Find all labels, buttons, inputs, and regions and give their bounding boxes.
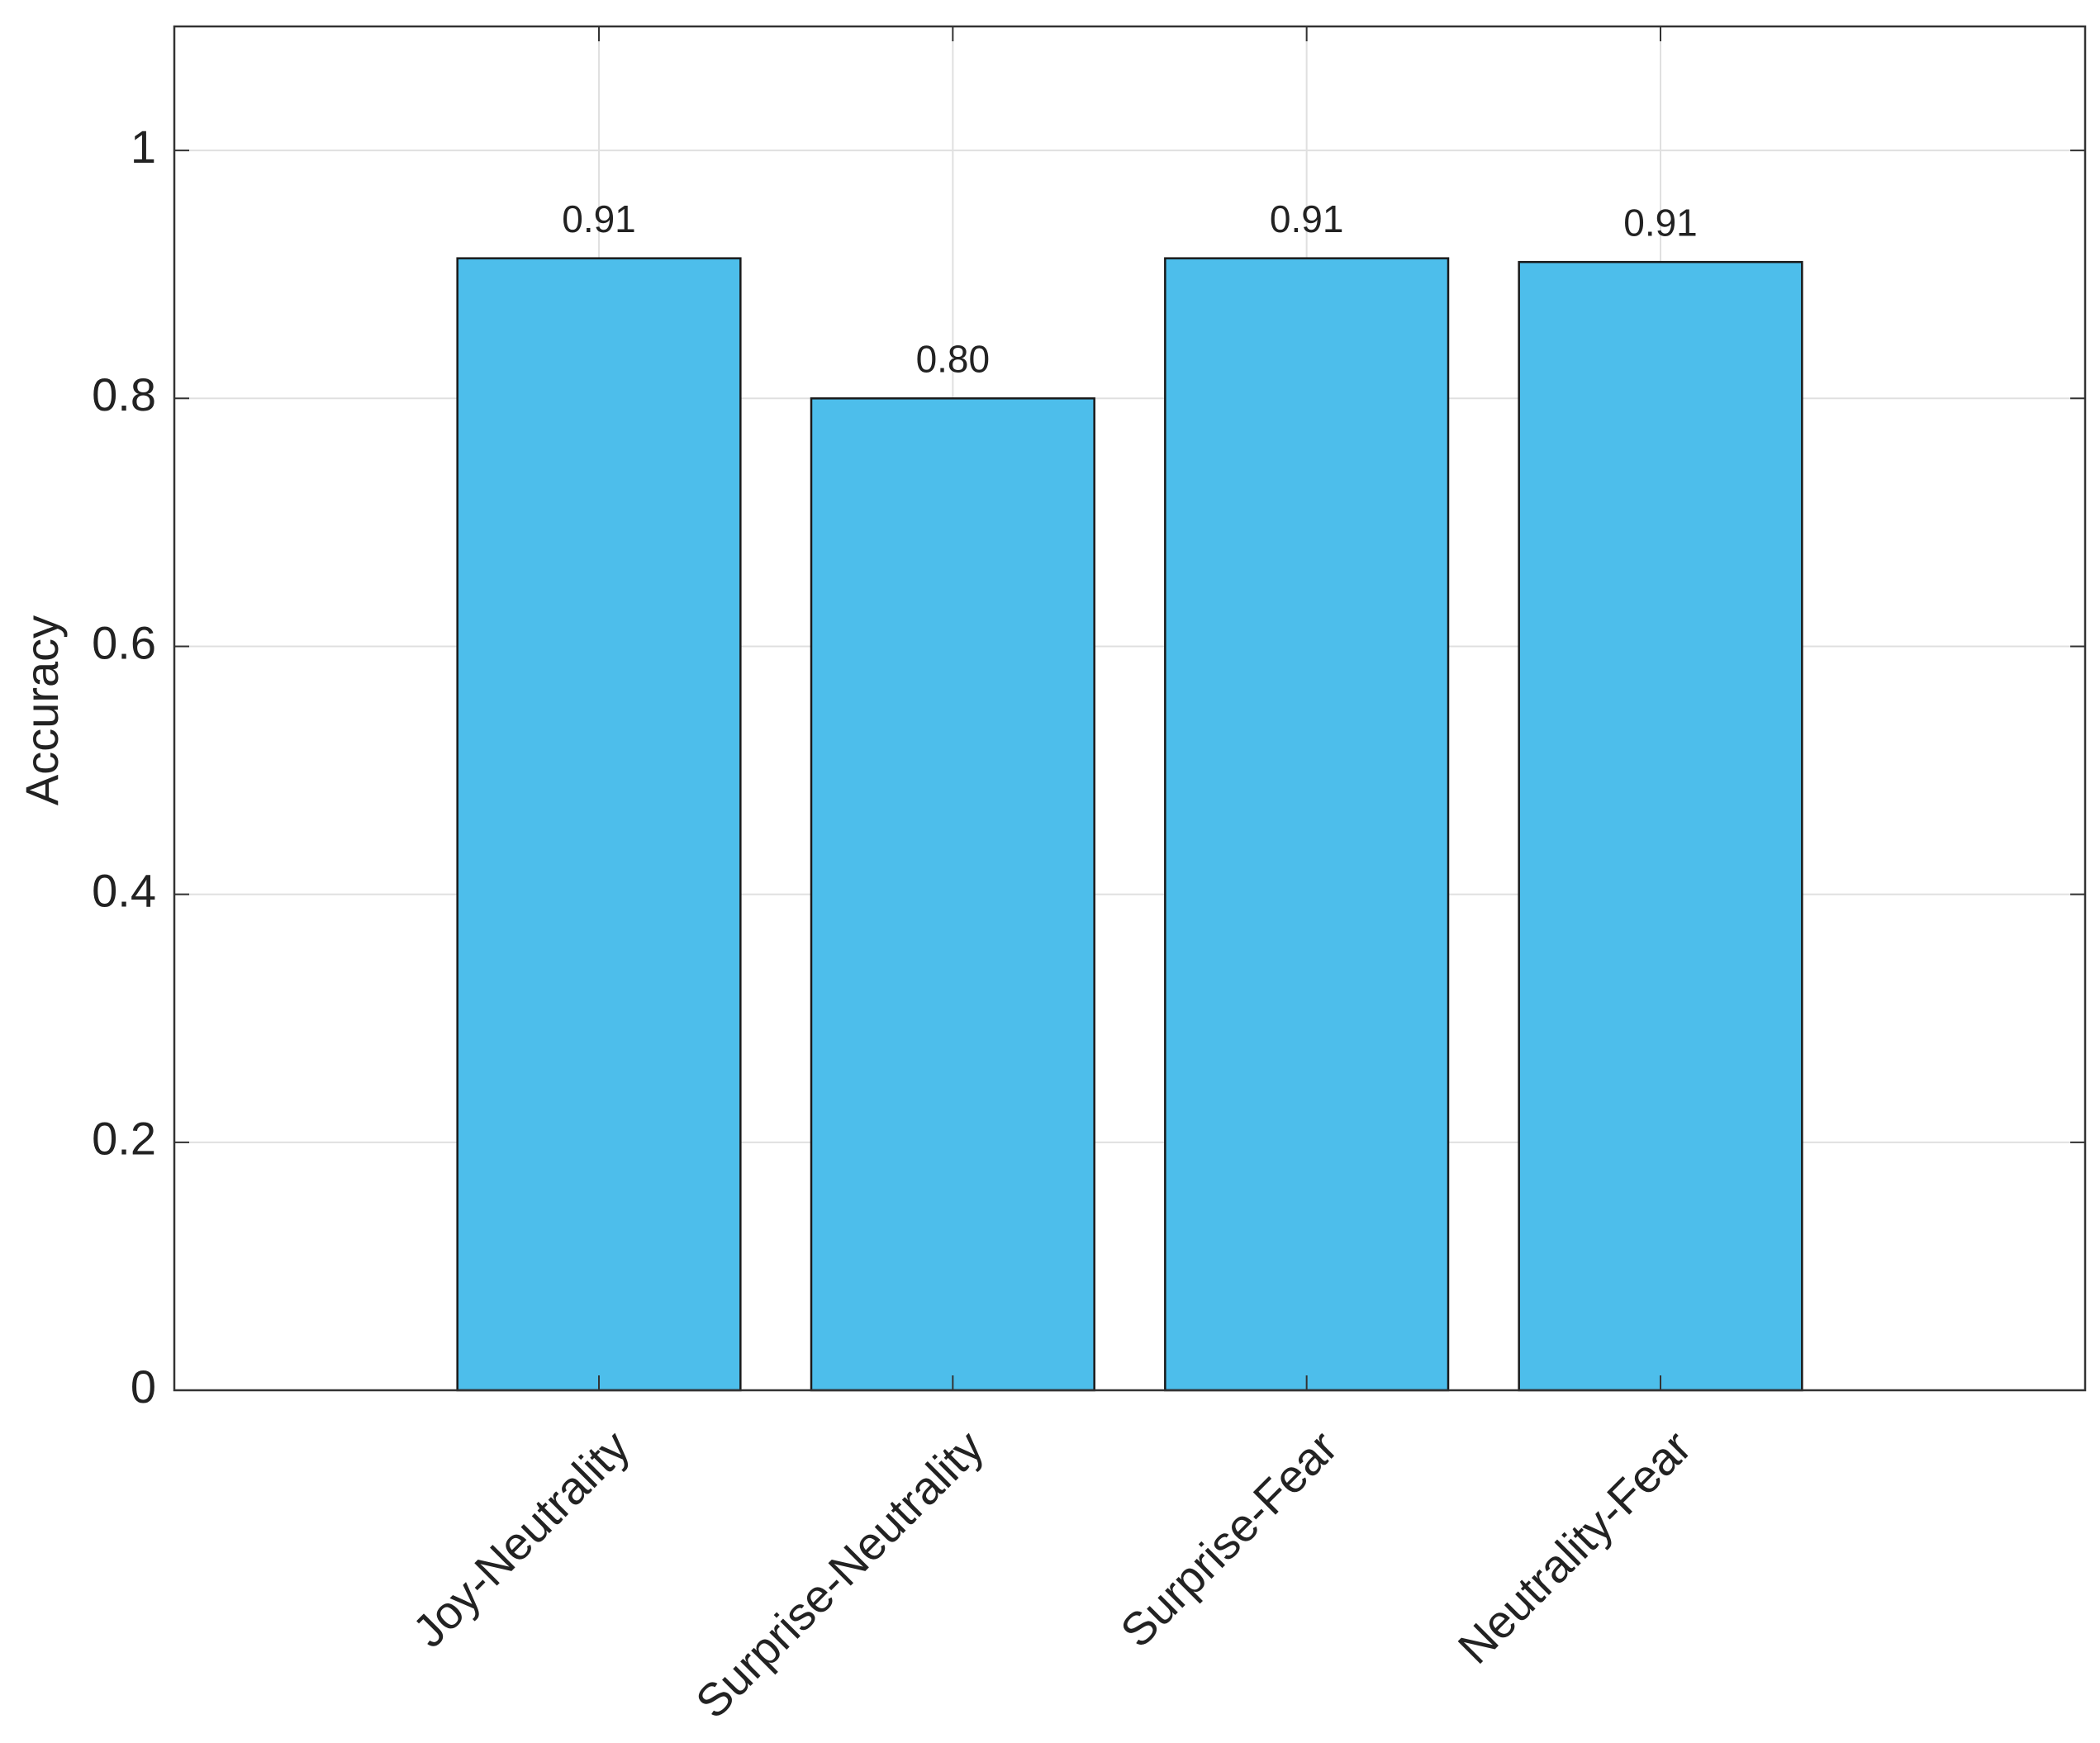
y-tick-label: 0.2 bbox=[92, 1113, 156, 1165]
x-tick-label: Surprise-Neutrality bbox=[686, 1420, 993, 1727]
bar bbox=[810, 397, 1095, 1392]
y-tick-label: 0.6 bbox=[92, 616, 156, 668]
bar bbox=[1518, 260, 1803, 1392]
bar bbox=[456, 257, 742, 1392]
x-tick-label: Surprise-Fear bbox=[1110, 1420, 1347, 1657]
y-tick-label: 0 bbox=[131, 1361, 156, 1413]
value-label: 0.80 bbox=[916, 337, 991, 380]
x-tick-label: Joy-Neutrality bbox=[402, 1420, 639, 1657]
value-label: 0.91 bbox=[1270, 197, 1344, 240]
y-tick-label: 1 bbox=[131, 121, 156, 173]
value-label: 0.91 bbox=[562, 197, 636, 240]
x-tick-label: Neutrality-Fear bbox=[1448, 1420, 1701, 1673]
plot-frame bbox=[173, 25, 2087, 1392]
bar bbox=[1164, 257, 1450, 1392]
value-label: 0.91 bbox=[1623, 201, 1698, 244]
y-tick-label: 0.4 bbox=[92, 864, 156, 916]
y-tick-label: 0.8 bbox=[92, 368, 156, 420]
y-axis-label: Accuracy bbox=[16, 615, 68, 805]
